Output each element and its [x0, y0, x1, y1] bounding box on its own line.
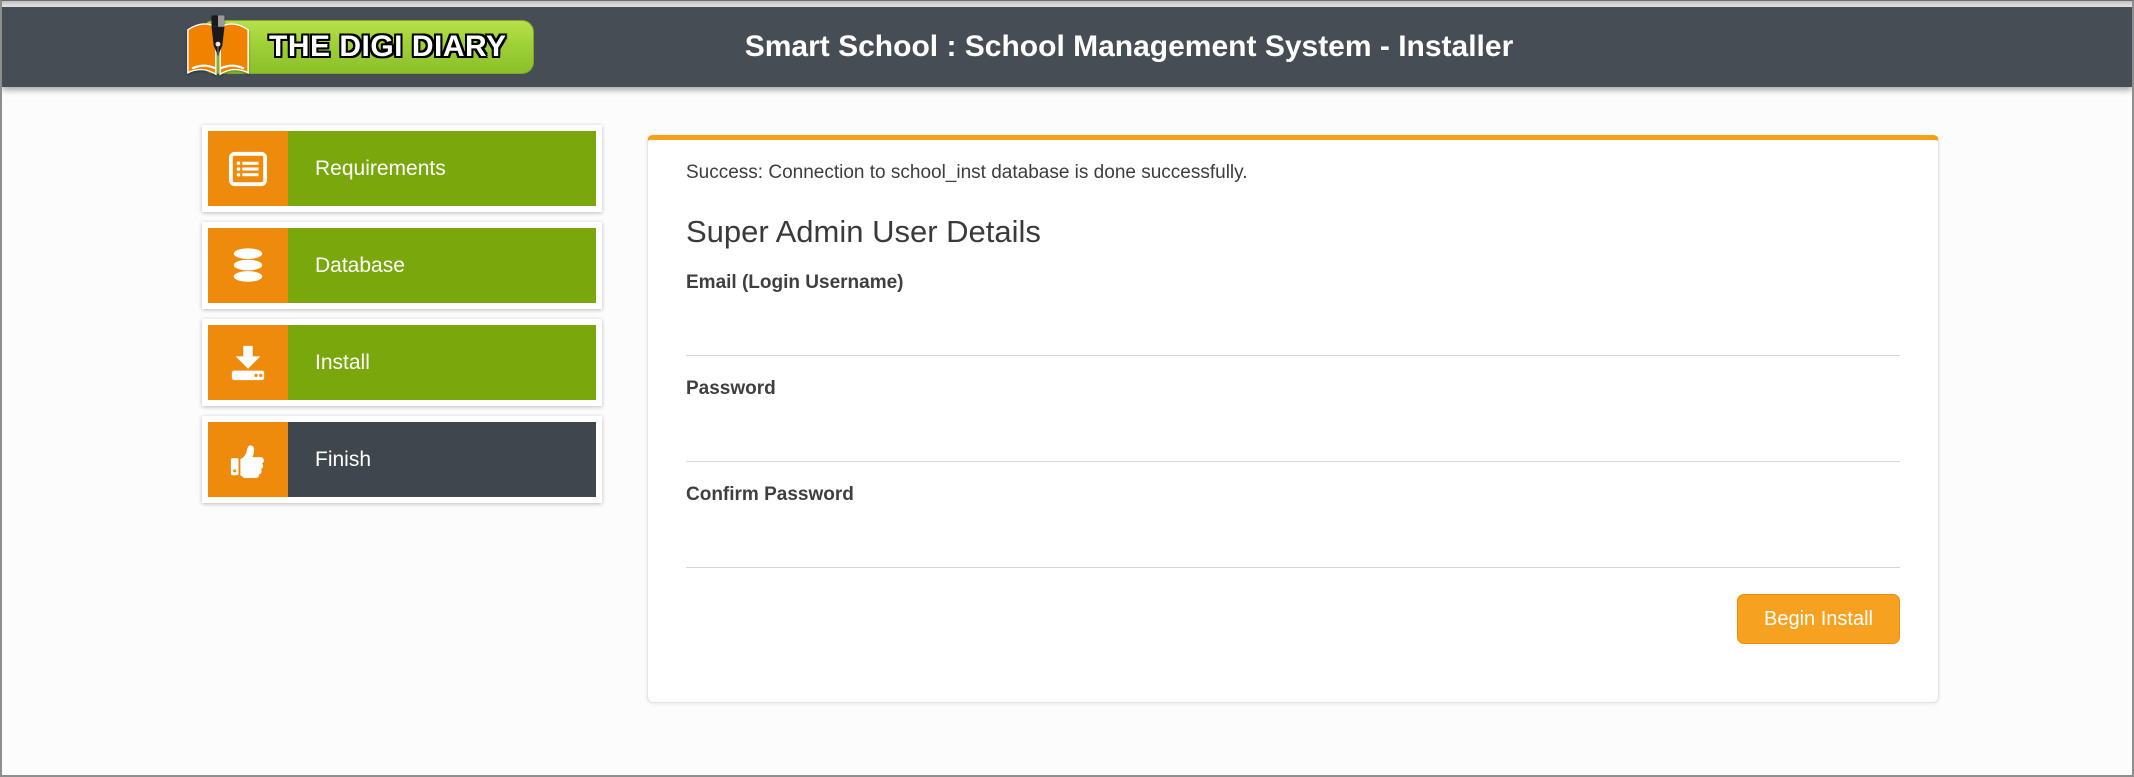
sidebar-step-database[interactable]: Database	[202, 222, 602, 309]
confirm-password-label: Confirm Password	[686, 484, 854, 505]
installer-steps-sidebar: Requirements Database	[202, 125, 602, 513]
content-area: Requirements Database	[2, 87, 2132, 703]
confirm-password-input[interactable]	[686, 506, 1900, 568]
step-row: Finish	[208, 422, 596, 497]
download-icon	[208, 325, 288, 400]
step-row: Database	[208, 228, 596, 303]
list-icon	[208, 131, 288, 206]
status-message: Success: Connection to school_inst datab…	[686, 162, 1248, 183]
step-label: Finish	[288, 422, 596, 497]
password-label: Password	[686, 378, 776, 399]
step-label: Install	[288, 325, 596, 400]
page-title: Smart School : School Management System …	[744, 30, 1514, 63]
sidebar-step-requirements[interactable]: Requirements	[202, 125, 602, 212]
email-label: Email (Login Username)	[686, 272, 904, 293]
step-label: Requirements	[288, 131, 596, 206]
step-row: Requirements	[208, 131, 596, 206]
sidebar-step-finish[interactable]: Finish	[202, 416, 602, 503]
step-label: Database	[288, 228, 596, 303]
book-pen-logo-icon	[187, 15, 249, 76]
begin-install-button[interactable]: Begin Install	[1737, 594, 1900, 644]
sidebar-step-install[interactable]: Install	[202, 319, 602, 406]
form-actions: Begin Install	[686, 594, 1900, 644]
password-field-group: Password	[686, 378, 1900, 462]
logo-text: THE DIGI DIARY	[202, 20, 534, 74]
thumbs-up-icon	[208, 422, 288, 497]
password-input[interactable]	[686, 400, 1900, 462]
step-row: Install	[208, 325, 596, 400]
app-logo: THE DIGI DIARY	[180, 14, 534, 80]
email-input[interactable]	[686, 294, 1900, 356]
install-form-panel: Success: Connection to school_inst datab…	[647, 135, 1939, 703]
database-icon	[208, 228, 288, 303]
email-field-group: Email (Login Username)	[686, 272, 1900, 356]
confirm-password-field-group: Confirm Password	[686, 484, 1900, 568]
app-header: THE DIGI DIARY Smart School : School Man…	[2, 7, 2132, 87]
section-heading: Super Admin User Details	[686, 214, 1041, 249]
window-top-edge	[2, 1, 2132, 7]
